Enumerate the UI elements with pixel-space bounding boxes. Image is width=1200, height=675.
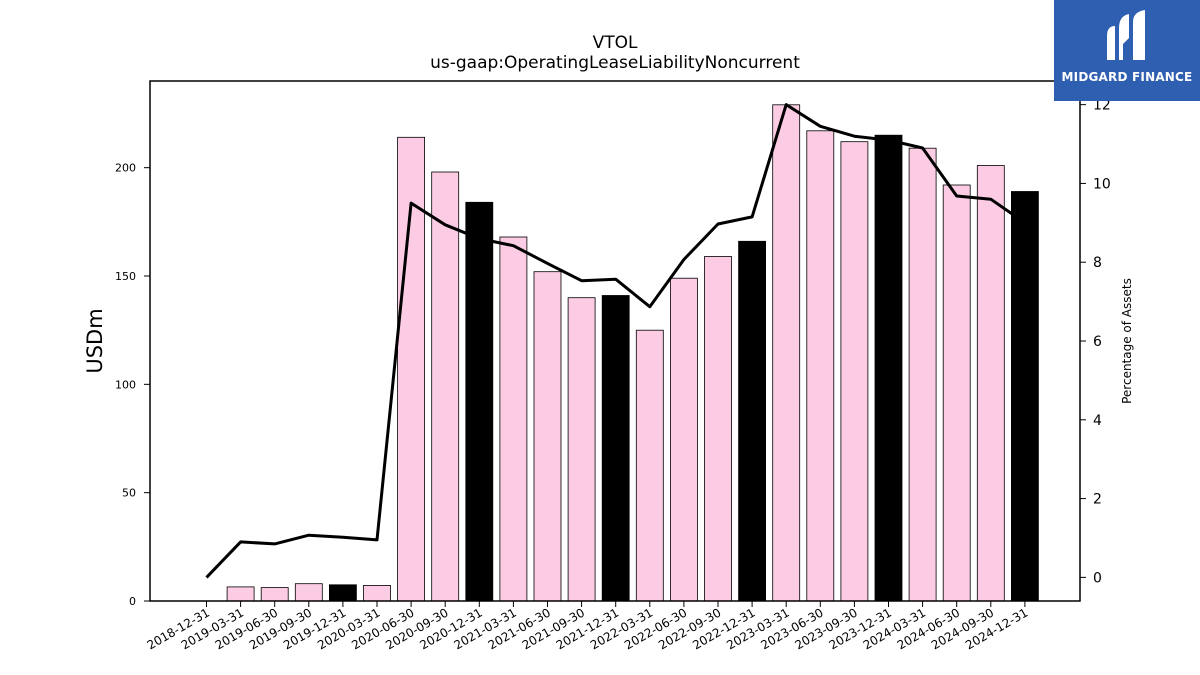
bar-2020-12-31	[465, 201, 494, 602]
y2-tick-label: 6	[1093, 334, 1102, 350]
bar-2023-12-31	[874, 134, 903, 602]
bar-2021-09-30	[567, 297, 596, 602]
y-tick-label: 100	[115, 378, 136, 391]
y-tick-label: 200	[115, 162, 136, 175]
y2-tick-label: 8	[1093, 255, 1102, 271]
bar-2023-06-30	[806, 130, 835, 602]
percentage-line-series	[205, 103, 1026, 579]
chart-title: VTOL	[593, 33, 638, 53]
y2-tick-label: 2	[1093, 492, 1102, 508]
bar-2019-03-31	[226, 586, 255, 602]
y-tick-label: 150	[115, 270, 136, 283]
y2-tick-label: 12	[1093, 98, 1111, 114]
chart-subtitle: us-gaap:OperatingLeaseLiabilityNoncurren…	[430, 53, 800, 73]
y2-tick-label: 4	[1093, 413, 1102, 429]
y2-tick-label: 0	[1093, 570, 1102, 586]
logo-text: MIDGARD FINANCE	[1061, 70, 1193, 84]
y-axis-label: USDm	[83, 308, 107, 373]
bar-2022-03-31	[635, 329, 664, 602]
y-tick-label: 0	[129, 595, 136, 608]
bar-2021-03-31	[499, 236, 528, 602]
bar-2022-09-30	[704, 256, 732, 602]
bar-2023-09-30	[840, 141, 869, 602]
bar-2024-06-30	[942, 184, 971, 602]
bar-2024-03-31	[908, 147, 937, 602]
bar-2024-12-31	[1011, 191, 1039, 602]
bar-2022-12-31	[738, 240, 766, 602]
bar-2019-06-30	[260, 587, 289, 602]
bar-2023-03-31	[772, 104, 801, 602]
bar-2021-06-30	[533, 271, 562, 602]
bar-2024-09-30	[976, 165, 1005, 602]
bar-2021-12-31	[601, 295, 630, 602]
bar-2020-03-31	[363, 585, 391, 602]
bar-2022-06-30	[670, 277, 698, 602]
bar-2019-12-31	[328, 584, 357, 602]
percentage-line	[205, 103, 1026, 579]
brand-logo: MIDGARD FINANCE	[1054, 0, 1200, 101]
bar-2019-09-30	[294, 583, 323, 602]
y2-axis-label: Percentage of Assets	[1120, 278, 1134, 404]
y-tick-label: 50	[122, 487, 136, 500]
bar-series	[226, 104, 1039, 602]
y2-tick-label: 10	[1093, 176, 1111, 192]
bar-2020-09-30	[431, 171, 460, 602]
logo-mark-icon	[1107, 10, 1145, 60]
